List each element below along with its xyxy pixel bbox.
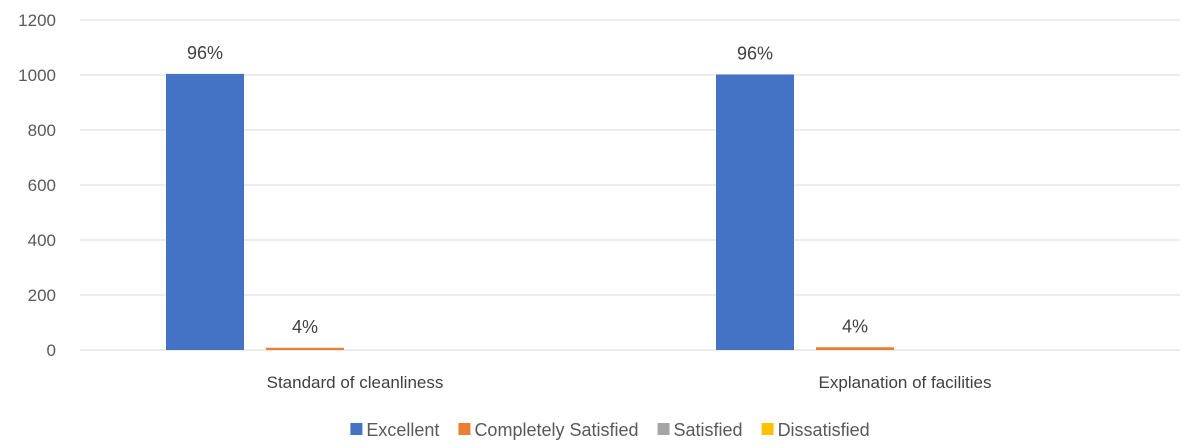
data-labels: 96% 4% 96% 4% xyxy=(187,43,868,337)
y-tick-label: 600 xyxy=(28,176,56,195)
gridlines xyxy=(80,19,1180,351)
y-tick-label: 1200 xyxy=(18,11,56,30)
legend-swatch xyxy=(761,423,774,435)
bar-excellent xyxy=(716,74,794,350)
bar-completely-satisfied xyxy=(266,347,344,350)
legend-label: Completely Satisfied xyxy=(474,420,638,440)
legend-item: Dissatisfied xyxy=(761,420,870,440)
y-tick-label: 1000 xyxy=(18,66,56,85)
data-label: 96% xyxy=(737,43,773,63)
x-category-label: Explanation of facilities xyxy=(819,373,992,392)
legend-label: Satisfied xyxy=(674,420,743,440)
legend: Excellent Completely Satisfied Satisfied Di… xyxy=(350,420,870,440)
bar-excellent xyxy=(166,73,244,351)
y-axis-ticks: 0 200 400 600 800 1000 1200 xyxy=(18,11,56,360)
bar-completely-satisfied xyxy=(816,347,894,350)
data-label: 96% xyxy=(187,43,223,63)
x-axis-categories: Standard of cleanliness Explanation of fa… xyxy=(267,373,992,392)
legend-swatch xyxy=(657,423,670,435)
data-label: 4% xyxy=(292,317,318,337)
y-tick-label: 800 xyxy=(28,121,56,140)
y-tick-label: 0 xyxy=(47,341,56,360)
legend-swatch xyxy=(350,423,363,435)
legend-item: Excellent xyxy=(350,420,439,440)
legend-label: Excellent xyxy=(366,420,439,440)
x-category-label: Standard of cleanliness xyxy=(267,373,444,392)
bars xyxy=(166,73,894,351)
y-tick-label: 200 xyxy=(28,286,56,305)
legend-label: Dissatisfied xyxy=(778,420,870,440)
legend-item: Completely Satisfied xyxy=(458,420,639,440)
legend-item: Satisfied xyxy=(657,420,743,440)
data-label: 4% xyxy=(842,316,868,336)
y-tick-label: 400 xyxy=(28,231,56,250)
legend-swatch xyxy=(458,423,471,435)
